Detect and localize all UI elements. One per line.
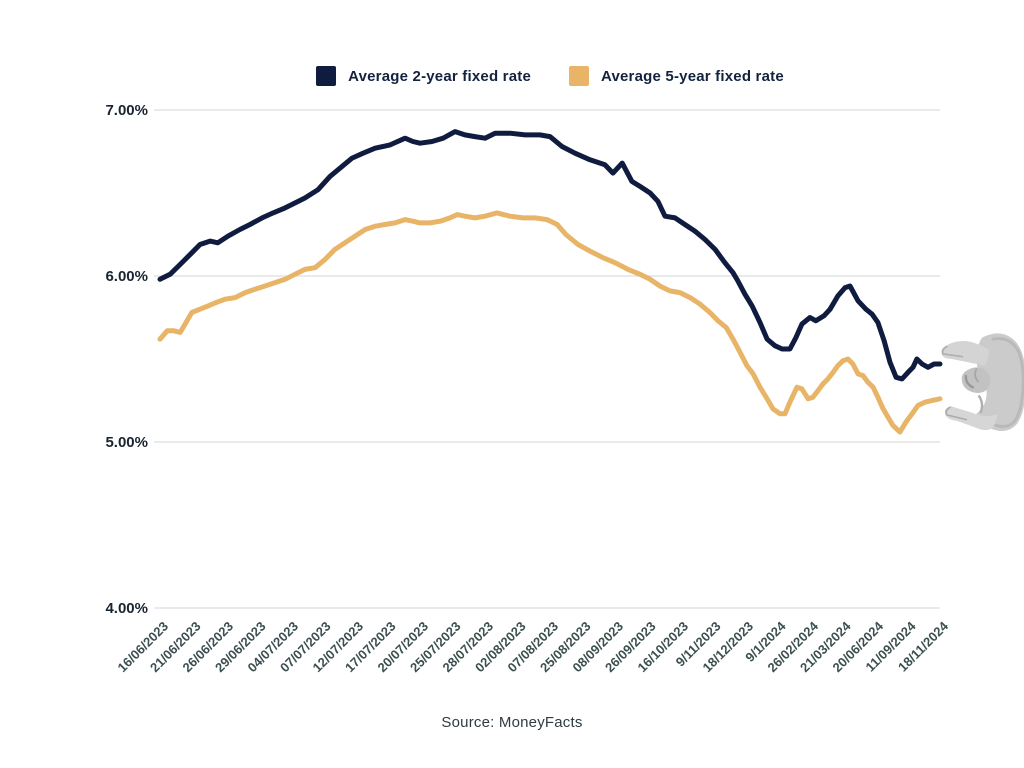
legend-label-2yr: Average 2-year fixed rate: [348, 67, 531, 85]
legend-item-2yr: Average 2-year fixed rate: [316, 66, 531, 86]
legend-swatch-5yr-icon: [569, 66, 589, 86]
series-line-2yr: [157, 129, 943, 382]
y-tick-label: 7.00%: [105, 102, 148, 119]
hand-pinch-icon: [934, 324, 1024, 436]
legend-label-5yr: Average 5-year fixed rate: [601, 67, 784, 85]
y-tick-label: 6.00%: [105, 268, 148, 285]
y-tick-label: 5.00%: [105, 434, 148, 451]
legend-swatch-2yr-icon: [316, 66, 337, 86]
series-line-5yr: [157, 210, 943, 435]
chart-legend: Average 2-year fixed rate Average 5-year…: [160, 66, 940, 86]
source-caption: Source: MoneyFacts: [441, 714, 583, 731]
legend-item-5yr: Average 5-year fixed rate: [569, 66, 784, 86]
y-tick-label: 4.00%: [105, 600, 148, 617]
